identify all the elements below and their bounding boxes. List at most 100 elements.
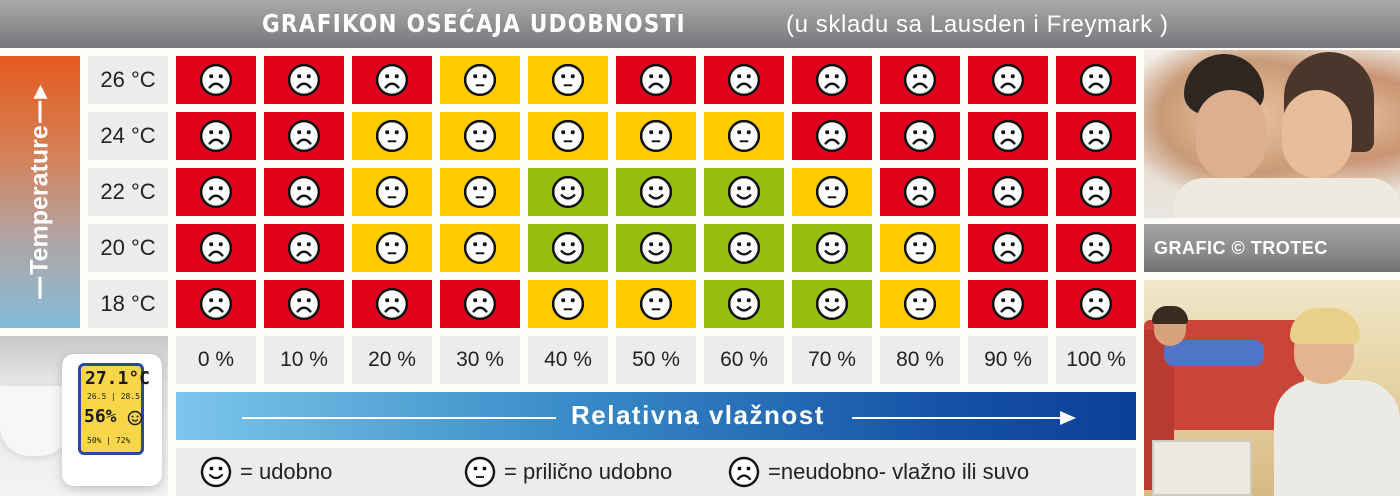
credit-bar: GRAFIC © TROTEC [1144, 224, 1400, 272]
smiley-neutral-icon [375, 175, 409, 209]
photo-shape [1164, 340, 1264, 366]
column-label: 0 % [176, 336, 256, 384]
smiley-sad-icon [287, 63, 321, 97]
grid-cell [616, 56, 696, 104]
grid-cell [704, 112, 784, 160]
smiley-sad-icon [199, 175, 233, 209]
grid-cell [792, 168, 872, 216]
credit-text: GRAFIC © TROTEC [1154, 238, 1328, 258]
legend-item-fairly-comfortable: = prilično udobno [464, 456, 672, 488]
smiley-neutral-icon [639, 119, 673, 153]
smiley-sad-icon [815, 63, 849, 97]
grid-cell [176, 56, 256, 104]
column-label: 20 % [352, 336, 432, 384]
smiley-neutral-icon [463, 63, 497, 97]
grid-cell [1056, 280, 1136, 328]
column-label: 40 % [528, 336, 608, 384]
grid-cell [440, 280, 520, 328]
grid-cell [264, 56, 344, 104]
device-humidity: 56% [84, 406, 117, 427]
grid-cell [616, 112, 696, 160]
grid-cell [352, 168, 432, 216]
smiley-sad-icon [1079, 63, 1113, 97]
grid-cell [440, 56, 520, 104]
photo-shape [1152, 440, 1252, 496]
row-label: 22 °C [88, 168, 168, 216]
grid-cell [264, 168, 344, 216]
grid-cell [968, 224, 1048, 272]
grid-cell [440, 112, 520, 160]
smiley-sad-icon [639, 63, 673, 97]
smiley-neutral-icon [463, 231, 497, 265]
grid-cell [704, 168, 784, 216]
grid-cell [616, 224, 696, 272]
grid-cell [704, 224, 784, 272]
grid-cell [1056, 56, 1136, 104]
arrow-up-icon [33, 85, 47, 100]
axis-line [38, 101, 42, 124]
row-label: 18 °C [88, 280, 168, 328]
legend-item-uncomfortable: =neudobno- vlažno ili suvo [728, 456, 1029, 488]
smiley-happy-icon [815, 287, 849, 321]
column-label: 80 % [880, 336, 960, 384]
smiley-happy-icon [551, 231, 585, 265]
smiley-sad-icon [1079, 175, 1113, 209]
smiley-sad-icon [287, 231, 321, 265]
smiley-happy-icon [727, 175, 761, 209]
device-screen: 27.1°C 26.5 | 28.5 56% 50% | 72% [78, 363, 150, 455]
photo-shape [1174, 178, 1400, 218]
temperature-axis-label: Temperature [26, 85, 55, 299]
grid-cell [528, 224, 608, 272]
smiley-sad-icon [1079, 119, 1113, 153]
photo-shape [1274, 380, 1400, 496]
photo-shape [1290, 308, 1360, 344]
smiley-happy-icon [127, 410, 143, 430]
smiley-happy-icon [727, 231, 761, 265]
temperature-axis-bar: Temperature [0, 56, 80, 328]
column-label: 30 % [440, 336, 520, 384]
axis-line [38, 276, 42, 299]
grid-cell [880, 56, 960, 104]
grid-cell [176, 224, 256, 272]
column-label: 90 % [968, 336, 1048, 384]
device-temp-range: 26.5 | 28.5 [87, 392, 140, 401]
smiley-sad-icon [287, 119, 321, 153]
smiley-sad-icon [991, 119, 1025, 153]
smiley-neutral-icon [464, 456, 496, 488]
grid-cell [176, 280, 256, 328]
smiley-happy-icon [551, 175, 585, 209]
grid-cell [528, 280, 608, 328]
photo-shape [1196, 90, 1266, 180]
grid-cell [968, 280, 1048, 328]
device-humidity-range: 50% | 72% [87, 436, 131, 445]
grid-cell [792, 112, 872, 160]
smiley-neutral-icon [727, 119, 761, 153]
cup-shape [0, 386, 70, 456]
living-room-photo [1144, 280, 1400, 496]
legend-item-comfortable: = udobno [200, 456, 332, 488]
smiley-sad-icon [991, 175, 1025, 209]
grid-cell [440, 168, 520, 216]
smiley-neutral-icon [903, 287, 937, 321]
smiley-sad-icon [199, 119, 233, 153]
smiley-sad-icon [375, 287, 409, 321]
grid-cell [352, 280, 432, 328]
photo-shape [1152, 306, 1188, 324]
grid-cell [880, 224, 960, 272]
smiley-sad-icon [728, 456, 760, 488]
grid-cell [528, 56, 608, 104]
legend-label: = udobno [240, 459, 333, 484]
grid-cell [968, 112, 1048, 160]
humidity-axis-label: Relativna vlažnost [571, 400, 825, 430]
smiley-happy-icon [200, 456, 232, 488]
smiley-sad-icon [903, 63, 937, 97]
smiley-neutral-icon [463, 175, 497, 209]
grid-cell [880, 280, 960, 328]
smiley-sad-icon [991, 287, 1025, 321]
couple-photo [1144, 50, 1400, 218]
smiley-happy-icon [639, 231, 673, 265]
smiley-sad-icon [199, 287, 233, 321]
smiley-neutral-icon [551, 63, 585, 97]
grid-cell [352, 56, 432, 104]
